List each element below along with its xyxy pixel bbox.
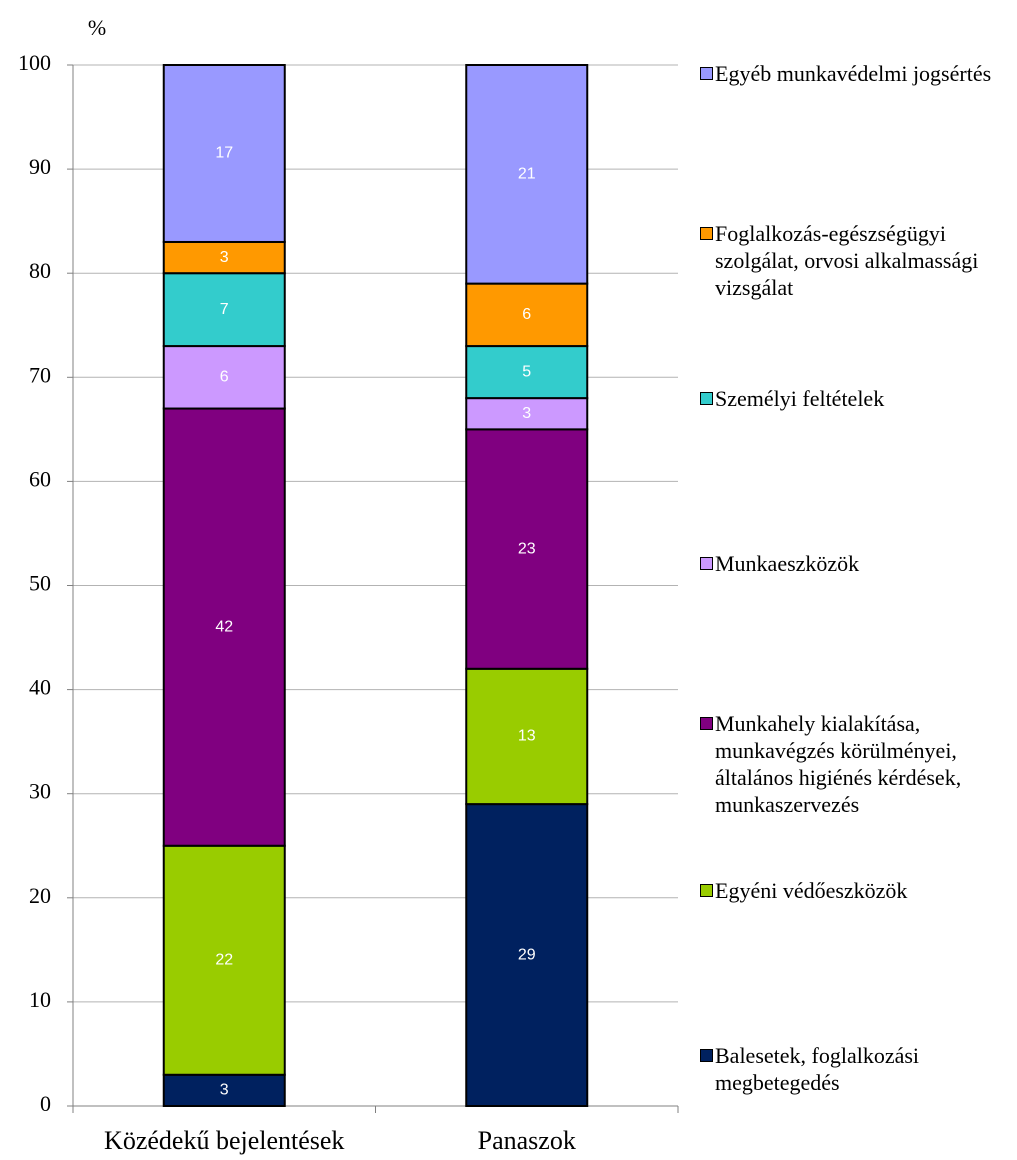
x-tick-label: Panaszok: [478, 1126, 576, 1155]
bar-segment: [162, 272, 286, 348]
data-label: 17: [215, 145, 233, 162]
bar-segment: [162, 240, 286, 275]
legend-label: Balesetek, foglalkozási megbetegedés: [715, 1043, 920, 1095]
legend-entry: Foglalkozás-egészségügyi szolgálat, orvo…: [700, 220, 1012, 301]
legend-entry: Egyéni védőeszközök: [700, 877, 1012, 904]
bar-segment: [465, 64, 589, 285]
bar-segment: [465, 397, 589, 431]
legend-swatch: [700, 67, 713, 80]
y-tick-label: 0: [40, 1091, 51, 1116]
legend-label: Személyi feltételek: [715, 386, 885, 411]
legend-entry: Munkahely kialakítása, munkavégzés körül…: [700, 710, 1012, 818]
data-label: 29: [518, 946, 536, 963]
legend-entry: Egyéb munkavédelmi jogsértés: [700, 60, 1012, 87]
legend-entry: Balesetek, foglalkozási megbetegedés: [700, 1042, 1012, 1096]
y-tick-label: 30: [29, 779, 51, 804]
legend-swatch: [700, 392, 713, 405]
legend-entry: Munkaeszközök: [700, 550, 1012, 577]
bar-segment: [465, 803, 589, 1107]
data-label: 3: [522, 405, 531, 422]
data-label: 21: [518, 166, 536, 183]
y-tick-label: 70: [29, 362, 51, 387]
legend-swatch: [700, 557, 713, 570]
data-label: 22: [215, 951, 233, 968]
y-tick-label: 50: [29, 571, 51, 596]
y-tick-label: 80: [29, 258, 51, 283]
legend-label: Egyéb munkavédelmi jogsértés: [715, 61, 992, 86]
legend-label: Foglalkozás-egészségügyi szolgálat, orvo…: [715, 221, 979, 300]
bar-segment: [162, 1073, 286, 1108]
x-tick-label: Közédekű bejelentések: [104, 1126, 344, 1155]
data-label: 13: [518, 728, 536, 745]
data-label: 42: [215, 618, 233, 635]
bar-segment: [465, 345, 589, 400]
data-label: 5: [522, 363, 531, 380]
y-tick-label: 60: [29, 466, 51, 491]
legend-swatch: [700, 884, 713, 897]
y-tick-label: 20: [29, 883, 51, 908]
legend-label: Munkaeszközök: [715, 551, 860, 576]
legend-entry: Személyi feltételek: [700, 385, 1012, 412]
data-label: 7: [220, 301, 229, 318]
bar-segment: [162, 345, 286, 410]
y-tick-label: 10: [29, 987, 51, 1012]
data-label: 6: [220, 369, 229, 386]
data-label: 3: [220, 1082, 229, 1099]
y-axis-label: %: [88, 15, 106, 40]
legend-label: Egyéni védőeszközök: [715, 878, 908, 903]
y-tick-label: 100: [18, 50, 51, 75]
data-label: 3: [220, 249, 229, 266]
bar-segment: [465, 667, 589, 806]
bar-segment: [465, 282, 589, 348]
bar-segment: [162, 844, 286, 1076]
y-tick-label: 90: [29, 154, 51, 179]
legend-label: Munkahely kialakítása, munkavégzés körül…: [715, 711, 962, 817]
legend-swatch: [700, 227, 713, 240]
data-label: 23: [518, 540, 536, 557]
bar-segment: [465, 428, 589, 670]
bar-segment: [162, 64, 286, 243]
bar-segment: [162, 407, 286, 847]
legend-swatch: [700, 1049, 713, 1062]
legend-swatch: [700, 717, 713, 730]
data-label: 6: [522, 306, 531, 323]
y-tick-label: 40: [29, 675, 51, 700]
